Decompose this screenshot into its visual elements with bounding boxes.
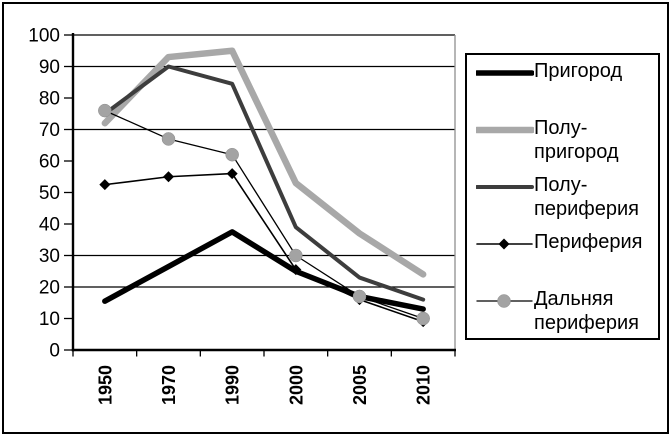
- legend-item: Полу-пригород: [476, 116, 658, 173]
- legend-box: Пригород Полу-пригород Полу-периферия Периф…: [465, 53, 660, 340]
- legend-item: Пригород: [476, 59, 658, 116]
- series-line: [104, 172, 424, 323]
- x-axis-label: 2005: [350, 365, 370, 405]
- y-axis-label: 10: [39, 309, 60, 330]
- series-line: [102, 229, 426, 312]
- legend-key-line: [476, 294, 533, 308]
- y-axis-label: 30: [39, 246, 60, 267]
- legend-key-line: [476, 238, 533, 250]
- legend-key-line: [476, 126, 534, 134]
- diamond-marker: [290, 264, 302, 276]
- legend-item: Периферия: [476, 230, 658, 287]
- y-axis-label: 90: [39, 57, 60, 78]
- circle-marker: [161, 132, 176, 146]
- y-axis-label: 60: [39, 152, 60, 173]
- diamond-marker: [226, 168, 238, 180]
- y-axis-label: 100: [28, 26, 60, 47]
- series-пригород: [102, 229, 426, 312]
- legend-label: Полу-пригород: [534, 117, 619, 163]
- circle-marker: [416, 311, 430, 326]
- legend-label: Пригород: [534, 60, 623, 82]
- legend-label: Дальняя периферия: [534, 288, 639, 334]
- legend-item: Дальняя периферия: [476, 287, 658, 344]
- series-line: [104, 109, 424, 320]
- x-axis-label: 1970: [159, 365, 179, 405]
- legend-key-line: [476, 70, 534, 76]
- circle-marker: [289, 248, 303, 263]
- diamond-marker: [163, 171, 174, 183]
- y-axis-label: 80: [39, 89, 60, 110]
- y-axis-label: 20: [39, 278, 60, 299]
- series-полу-пригород: [101, 47, 427, 278]
- circle-marker: [352, 289, 367, 304]
- x-axis-label: 2010: [414, 365, 434, 405]
- legend-key-line: [476, 185, 534, 189]
- diamond-marker: [498, 238, 510, 250]
- series-line: [101, 47, 427, 278]
- x-axis-label: 1950: [95, 365, 115, 405]
- legend-item: Полу-периферия: [476, 173, 658, 230]
- legend-label: Периферия: [534, 231, 643, 253]
- series-дальняя-периферия: [98, 103, 430, 326]
- y-axis-label: 70: [39, 120, 60, 141]
- circle-marker: [98, 103, 112, 118]
- circle-marker: [225, 147, 239, 162]
- circle-marker: [497, 294, 511, 308]
- series-полу-периферия: [102, 64, 426, 302]
- x-axis-label: 1990: [223, 365, 243, 405]
- diamond-marker: [99, 179, 111, 191]
- legend-label: Полу-периферия: [534, 174, 639, 220]
- y-axis-label: 50: [39, 183, 60, 204]
- y-axis-label: 0: [49, 341, 60, 362]
- y-axis-label: 40: [39, 215, 60, 236]
- series-line: [102, 64, 426, 302]
- x-axis-label: 2000: [286, 365, 306, 405]
